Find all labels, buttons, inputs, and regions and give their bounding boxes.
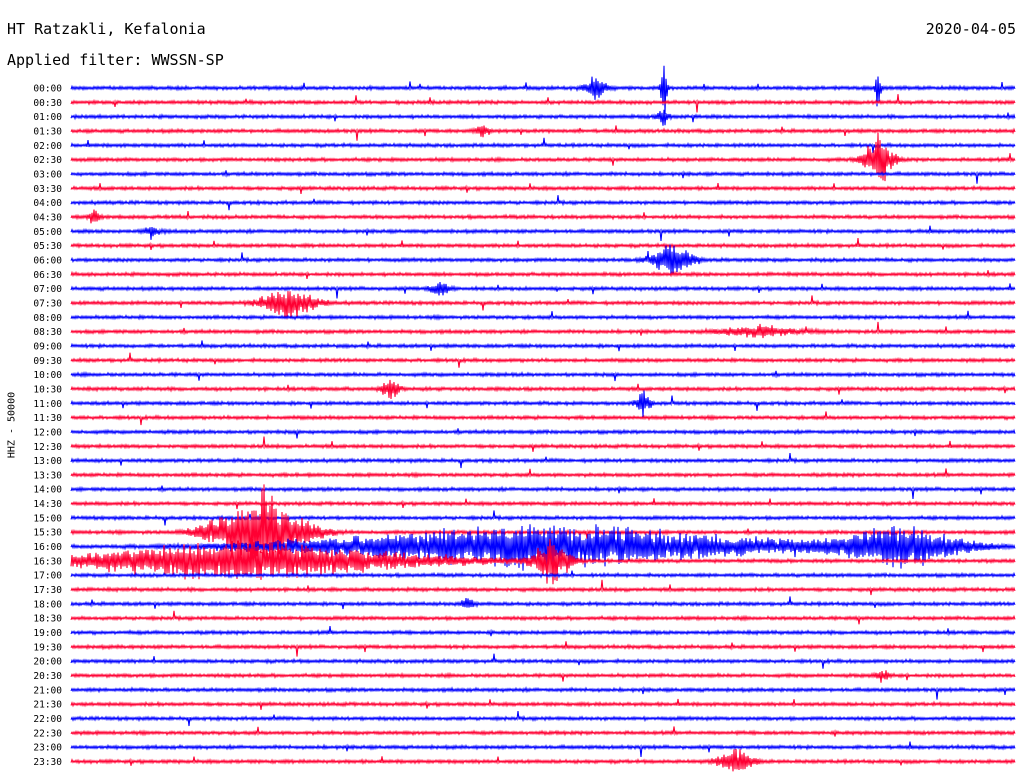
trace-2200 <box>70 711 1016 727</box>
trace-1400 <box>70 485 1016 500</box>
row-time-label: 12:30 <box>33 442 62 453</box>
row-time-label: 13:00 <box>33 456 62 467</box>
row-time-label: 08:00 <box>33 313 62 324</box>
trace-2130 <box>70 698 1016 710</box>
trace-0600 <box>70 244 1016 276</box>
trace-0930 <box>70 352 1016 368</box>
trace-1600 <box>70 524 1016 571</box>
trace-1100 <box>70 390 1016 418</box>
row-time-label: 15:00 <box>33 513 62 524</box>
trace-1830 <box>70 610 1016 625</box>
row-time-label: 17:00 <box>33 571 62 582</box>
trace-0700 <box>70 281 1016 299</box>
trace-1300 <box>70 453 1016 469</box>
trace-1000 <box>70 370 1016 382</box>
row-time-label: 08:30 <box>33 327 62 338</box>
trace-0200 <box>70 137 1016 153</box>
trace-2330 <box>70 748 1016 772</box>
row-time-label: 14:30 <box>33 499 62 510</box>
trace-1800 <box>70 596 1016 610</box>
trace-0000 <box>70 65 1016 114</box>
row-time-label: 01:00 <box>33 112 62 123</box>
trace-0230 <box>70 132 1016 182</box>
trace-0400 <box>70 195 1016 211</box>
row-time-label: 22:00 <box>33 714 62 725</box>
trace-0300 <box>70 170 1016 184</box>
row-time-label: 20:30 <box>33 671 62 682</box>
trace-1700 <box>70 570 1016 579</box>
row-time-label: 07:00 <box>33 284 62 295</box>
trace-0800 <box>70 310 1016 321</box>
trace-1330 <box>70 468 1016 479</box>
row-time-label: 17:30 <box>33 585 62 596</box>
row-time-label: 09:00 <box>33 341 62 352</box>
row-time-label: 12:00 <box>33 427 62 438</box>
row-time-label: 16:30 <box>33 556 62 567</box>
row-time-label: 13:30 <box>33 470 62 481</box>
row-time-label: 11:30 <box>33 413 62 424</box>
trace-2300 <box>70 741 1016 757</box>
row-time-label: 00:30 <box>33 98 62 109</box>
trace-0100 <box>70 109 1016 126</box>
trace-2100 <box>70 686 1016 700</box>
trace-0730 <box>70 291 1016 320</box>
row-time-label: 14:00 <box>33 485 62 496</box>
trace-2230 <box>70 726 1016 737</box>
row-time-label: 10:30 <box>33 384 62 395</box>
row-time-label: 09:30 <box>33 356 62 367</box>
station-title: HT Ratzakli, Kefalonia <box>7 20 206 38</box>
trace-1200 <box>70 428 1016 439</box>
trace-2030 <box>70 670 1016 683</box>
trace-1530 <box>70 484 1016 568</box>
row-time-label: 18:30 <box>33 614 62 625</box>
row-time-label: 00:00 <box>33 84 62 95</box>
trace-0130 <box>70 125 1016 141</box>
row-time-label: 23:30 <box>33 757 62 768</box>
row-time-label: 07:30 <box>33 298 62 309</box>
row-time-label: 03:30 <box>33 184 62 195</box>
row-time-label: 05:30 <box>33 241 62 252</box>
row-time-label: 02:00 <box>33 141 62 152</box>
row-time-label: 18:00 <box>33 599 62 610</box>
row-time-label: 19:30 <box>33 642 62 653</box>
trace-1500 <box>70 510 1016 526</box>
row-time-label: 03:00 <box>33 169 62 180</box>
trace-2000 <box>70 653 1016 669</box>
trace-0530 <box>70 238 1016 251</box>
row-time-label: 19:00 <box>33 628 62 639</box>
row-time-label: 06:30 <box>33 270 62 281</box>
row-time-label: 21:00 <box>33 685 62 696</box>
trace-0830 <box>70 321 1016 339</box>
trace-0900 <box>70 340 1016 352</box>
row-time-label: 11:00 <box>33 399 62 410</box>
trace-0430 <box>70 209 1016 224</box>
filter-label: Applied filter: WWSSN-SP <box>7 51 224 69</box>
trace-0500 <box>70 225 1016 242</box>
row-time-label: 04:00 <box>33 198 62 209</box>
row-time-label: 01:30 <box>33 126 62 137</box>
row-time-label: 23:00 <box>33 743 62 754</box>
trace-1730 <box>70 579 1016 596</box>
row-time-label: 16:00 <box>33 542 62 553</box>
row-time-label: 06:00 <box>33 255 62 266</box>
trace-1230 <box>70 436 1016 452</box>
trace-1130 <box>70 411 1016 426</box>
row-time-label: 10:00 <box>33 370 62 381</box>
trace-0630 <box>70 270 1016 279</box>
trace-0330 <box>70 183 1016 194</box>
row-time-label: 04:30 <box>33 212 62 223</box>
trace-1930 <box>70 641 1016 657</box>
row-time-label: 15:30 <box>33 528 62 539</box>
row-time-label: 02:30 <box>33 155 62 166</box>
row-time-label: 21:30 <box>33 700 62 711</box>
trace-1030 <box>70 379 1016 400</box>
trace-1900 <box>70 626 1016 637</box>
trace-0030 <box>70 94 1016 113</box>
row-time-label: 05:00 <box>33 227 62 238</box>
trace-1430 <box>70 498 1016 510</box>
record-date: 2020-04-05 <box>925 20 1016 38</box>
row-time-label: 22:30 <box>33 728 62 739</box>
row-time-label: 20:00 <box>33 657 62 668</box>
